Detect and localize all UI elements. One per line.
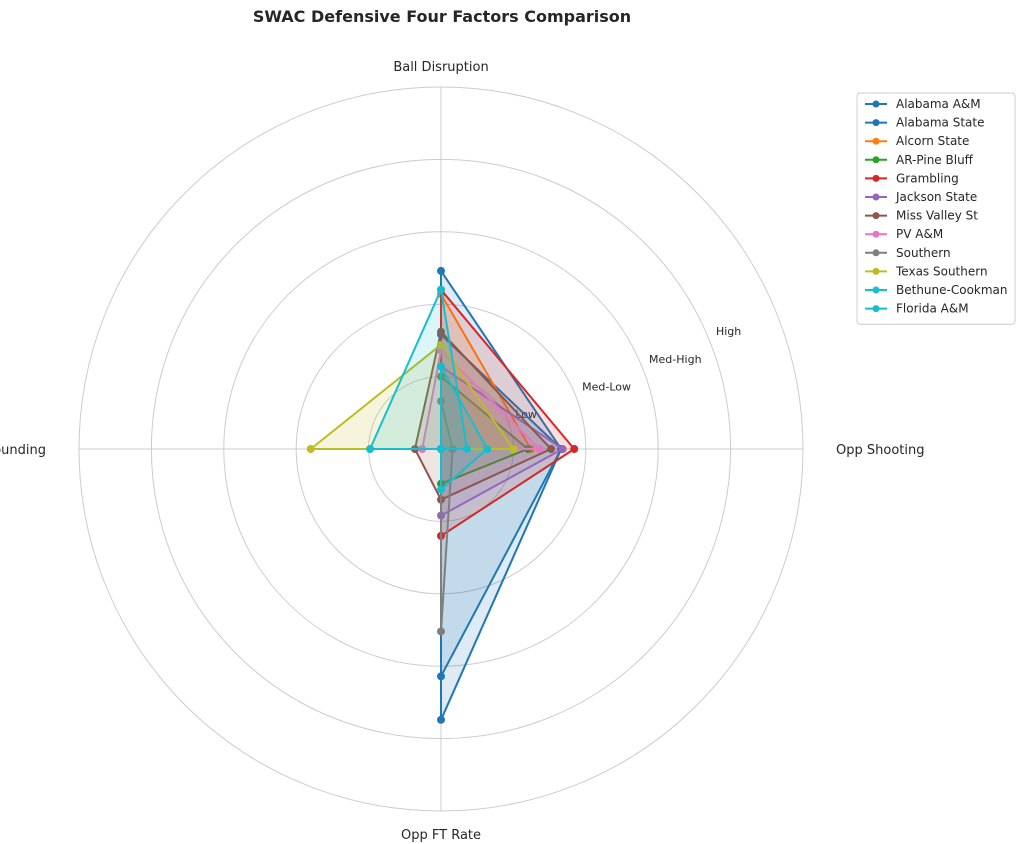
series-area bbox=[422, 350, 540, 449]
data-point bbox=[570, 445, 579, 453]
data-point bbox=[509, 445, 518, 453]
data-point bbox=[437, 340, 445, 349]
legend-item: Miss Valley St bbox=[865, 209, 978, 223]
legend-marker bbox=[872, 286, 880, 294]
legend-marker bbox=[872, 174, 880, 182]
legend-item: Alcorn State bbox=[865, 134, 969, 148]
legend: Alabama A&M Alabama State Alcorn State AR-P… bbox=[856, 92, 1016, 325]
legend-label: Florida A&M bbox=[896, 302, 969, 316]
data-point bbox=[463, 445, 472, 453]
chart-title: SWAC Defensive Four Factors Comparison bbox=[253, 7, 631, 26]
legend-label: Miss Valley St bbox=[896, 209, 978, 223]
series-area bbox=[414, 331, 551, 500]
legend-item: Alabama State bbox=[865, 116, 985, 130]
legend-label: Bethune-Cookman bbox=[896, 283, 1008, 297]
data-point bbox=[437, 362, 445, 371]
legend-marker bbox=[872, 212, 880, 220]
data-point bbox=[437, 266, 445, 275]
legend-label: Jackson State bbox=[895, 190, 977, 204]
legend-box bbox=[856, 92, 1016, 325]
legend-label: Alabama A&M bbox=[896, 97, 981, 111]
series-group bbox=[366, 285, 472, 453]
data-point bbox=[366, 445, 375, 453]
data-point bbox=[437, 285, 445, 294]
legend-item: Southern bbox=[865, 246, 951, 260]
data-point bbox=[437, 715, 445, 724]
legend-marker bbox=[872, 119, 880, 127]
legend-item: Florida A&M bbox=[865, 302, 969, 316]
legend-marker bbox=[872, 305, 880, 313]
data-point bbox=[483, 445, 492, 453]
axis-label: Def Rebounding bbox=[0, 443, 46, 458]
data-point bbox=[535, 445, 544, 453]
legend-marker bbox=[872, 267, 880, 275]
data-point bbox=[437, 327, 445, 336]
legend-marker bbox=[872, 100, 880, 108]
legend-item: Texas Southern bbox=[865, 264, 988, 278]
legend-label: Alabama State bbox=[896, 116, 985, 130]
legend-item: AR-Pine Bluff bbox=[865, 153, 974, 167]
ring-label: High bbox=[716, 325, 741, 338]
legend-item: Alabama A&M bbox=[865, 97, 981, 111]
axis-label: Opp Shooting bbox=[836, 443, 924, 458]
data-point bbox=[547, 445, 556, 453]
legend-label: Southern bbox=[896, 246, 951, 260]
ring-label: Med-High bbox=[649, 353, 702, 366]
legend-label: Grambling bbox=[896, 171, 959, 185]
legend-marker bbox=[872, 193, 880, 201]
axis-label: Opp FT Rate bbox=[401, 828, 481, 843]
legend-label: AR-Pine Bluff bbox=[896, 153, 974, 167]
legend-marker bbox=[872, 230, 880, 238]
legend-label: Texas Southern bbox=[895, 264, 988, 278]
legend-marker bbox=[872, 137, 880, 145]
data-point bbox=[558, 445, 567, 453]
legend-label: PV A&M bbox=[896, 227, 943, 241]
legend-marker bbox=[872, 156, 880, 164]
data-point bbox=[306, 445, 315, 453]
legend-marker bbox=[872, 249, 880, 257]
axis-label: Ball Disruption bbox=[393, 60, 488, 75]
ring-label: Med-Low bbox=[582, 381, 631, 394]
legend-item: Bethune-Cookman bbox=[865, 283, 1008, 297]
data-point bbox=[437, 672, 445, 681]
data-point bbox=[437, 485, 445, 494]
legend-item: PV A&M bbox=[865, 227, 943, 241]
series-layer bbox=[306, 266, 579, 724]
data-point bbox=[437, 445, 445, 453]
legend-item: Jackson State bbox=[865, 190, 977, 204]
legend-label: Alcorn State bbox=[896, 134, 969, 148]
series-area bbox=[441, 366, 563, 516]
series-area bbox=[441, 270, 562, 720]
data-point bbox=[437, 627, 445, 636]
axis-labels: Ball Disruption Opp Shooting Opp FT Rate De… bbox=[0, 60, 924, 843]
series-area bbox=[370, 289, 468, 449]
legend-item: Grambling bbox=[865, 171, 959, 185]
